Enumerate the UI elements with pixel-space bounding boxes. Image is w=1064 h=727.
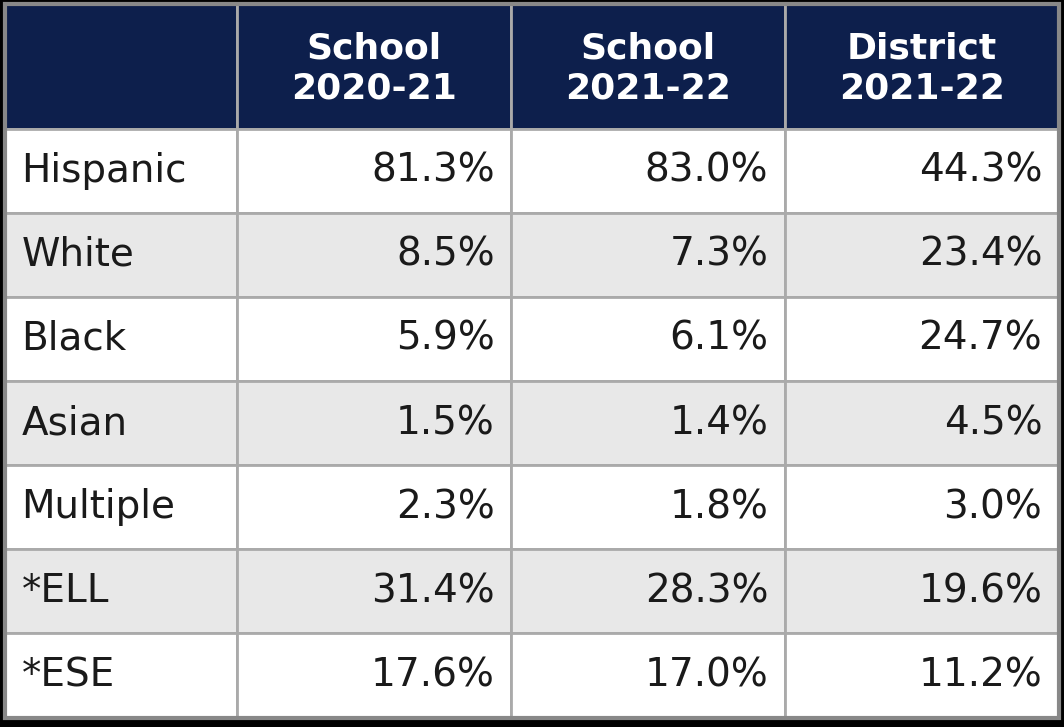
Text: 1.5%: 1.5% bbox=[396, 404, 495, 442]
Text: White: White bbox=[21, 236, 134, 274]
Bar bbox=[511, 129, 785, 213]
Text: 3.0%: 3.0% bbox=[944, 489, 1043, 526]
Bar bbox=[237, 4, 511, 129]
Bar bbox=[785, 129, 1059, 213]
Bar bbox=[237, 213, 511, 297]
Bar bbox=[511, 550, 785, 633]
Text: 2020-21: 2020-21 bbox=[292, 71, 456, 105]
Text: 19.6%: 19.6% bbox=[918, 572, 1043, 611]
Bar bbox=[5, 129, 237, 213]
Bar bbox=[5, 465, 237, 550]
Text: 2.3%: 2.3% bbox=[396, 489, 495, 526]
Text: 5.9%: 5.9% bbox=[396, 320, 495, 358]
Text: District: District bbox=[847, 31, 997, 65]
Text: *ELL: *ELL bbox=[21, 572, 109, 611]
Bar bbox=[785, 4, 1059, 129]
Text: 17.0%: 17.0% bbox=[645, 656, 768, 694]
Text: 8.5%: 8.5% bbox=[396, 236, 495, 274]
Bar bbox=[5, 633, 237, 718]
Bar bbox=[5, 4, 237, 129]
Text: Multiple: Multiple bbox=[21, 489, 176, 526]
Bar bbox=[237, 550, 511, 633]
Text: 31.4%: 31.4% bbox=[371, 572, 495, 611]
Text: Asian: Asian bbox=[21, 404, 128, 442]
Bar bbox=[511, 297, 785, 381]
Text: 2021-22: 2021-22 bbox=[565, 71, 731, 105]
Bar bbox=[5, 550, 237, 633]
Bar bbox=[785, 633, 1059, 718]
Text: 1.4%: 1.4% bbox=[669, 404, 768, 442]
Bar bbox=[511, 4, 785, 129]
Text: Black: Black bbox=[21, 320, 127, 358]
Text: 6.1%: 6.1% bbox=[669, 320, 768, 358]
Text: 83.0%: 83.0% bbox=[645, 152, 768, 190]
Bar bbox=[237, 297, 511, 381]
Text: 11.2%: 11.2% bbox=[918, 656, 1043, 694]
Text: School: School bbox=[580, 31, 715, 65]
Text: 24.7%: 24.7% bbox=[918, 320, 1043, 358]
Text: 28.3%: 28.3% bbox=[645, 572, 768, 611]
Bar bbox=[237, 633, 511, 718]
Bar bbox=[5, 213, 237, 297]
Text: 17.6%: 17.6% bbox=[370, 656, 495, 694]
Text: 4.5%: 4.5% bbox=[944, 404, 1043, 442]
Text: *ESE: *ESE bbox=[21, 656, 115, 694]
Bar bbox=[785, 550, 1059, 633]
Bar bbox=[785, 465, 1059, 550]
Text: School: School bbox=[306, 31, 442, 65]
Bar bbox=[237, 465, 511, 550]
Text: 1.8%: 1.8% bbox=[669, 489, 768, 526]
Bar bbox=[785, 381, 1059, 465]
Bar bbox=[5, 297, 237, 381]
Bar bbox=[511, 213, 785, 297]
Text: 44.3%: 44.3% bbox=[918, 152, 1043, 190]
Text: 2021-22: 2021-22 bbox=[838, 71, 1004, 105]
Bar bbox=[511, 381, 785, 465]
Text: 7.3%: 7.3% bbox=[669, 236, 768, 274]
Bar bbox=[785, 213, 1059, 297]
Text: Hispanic: Hispanic bbox=[21, 152, 187, 190]
Bar bbox=[511, 465, 785, 550]
Text: 23.4%: 23.4% bbox=[918, 236, 1043, 274]
Bar bbox=[237, 381, 511, 465]
Bar bbox=[237, 129, 511, 213]
Text: 81.3%: 81.3% bbox=[371, 152, 495, 190]
Bar bbox=[511, 633, 785, 718]
Bar bbox=[5, 381, 237, 465]
Bar bbox=[785, 297, 1059, 381]
